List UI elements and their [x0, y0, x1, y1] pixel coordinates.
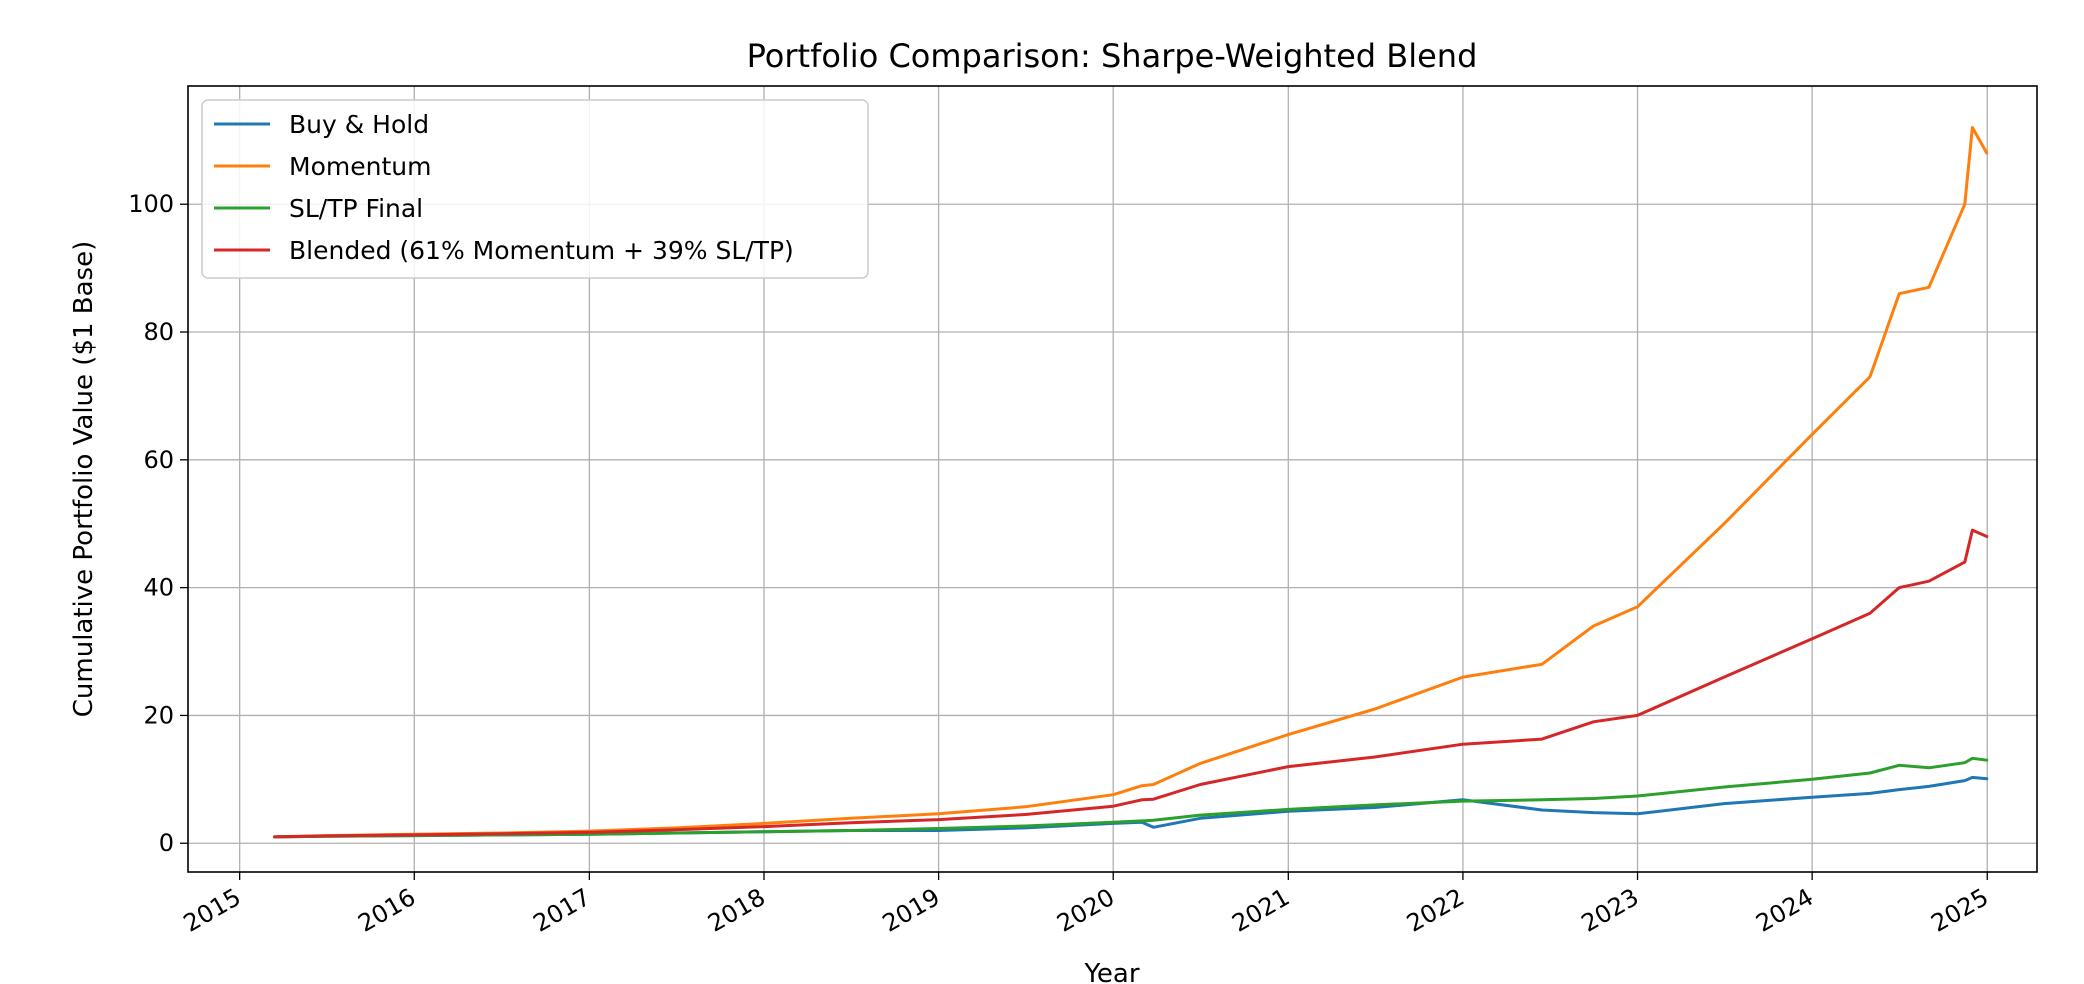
x-gridlines: [239, 86, 1988, 872]
x-axis-label: Year: [1083, 959, 1139, 984]
legend-label-blended: Blended (61% Momentum + 39% SL/TP): [289, 236, 794, 265]
y-gridlines: [188, 203, 2037, 844]
series-line-momentum: [273, 126, 1989, 839]
y-axis-ticks: 0 20 40 60 80 100: [128, 190, 188, 857]
series-line-blended-61-momentum-39-sl-tp: [273, 528, 1989, 839]
y-tick-label-40: 40: [143, 574, 174, 602]
legend: Buy & Hold Momentum SL/TP Final Blended …: [201, 99, 869, 279]
y-tick-label-80: 80: [143, 318, 174, 346]
y-tick-label-60: 60: [143, 446, 174, 474]
legend-label-momentum: Momentum: [289, 152, 431, 181]
chart-title: Portfolio Comparison: Sharpe-Weighted Bl…: [747, 37, 1478, 75]
y-tick-label-0: 0: [159, 829, 174, 857]
legend-label-sltp-final: SL/TP Final: [289, 194, 423, 223]
series-lines: [273, 126, 1989, 839]
y-tick-label-20: 20: [143, 701, 174, 729]
y-tick-label-100: 100: [128, 190, 174, 218]
legend-label-buy-hold: Buy & Hold: [289, 110, 429, 139]
plot-frame: [187, 85, 2038, 873]
y-axis-label: Cumulative Portfolio Value ($1 Base): [69, 241, 99, 718]
series-line-sl-tp-final: [273, 756, 1989, 839]
legend-box: [201, 99, 869, 279]
